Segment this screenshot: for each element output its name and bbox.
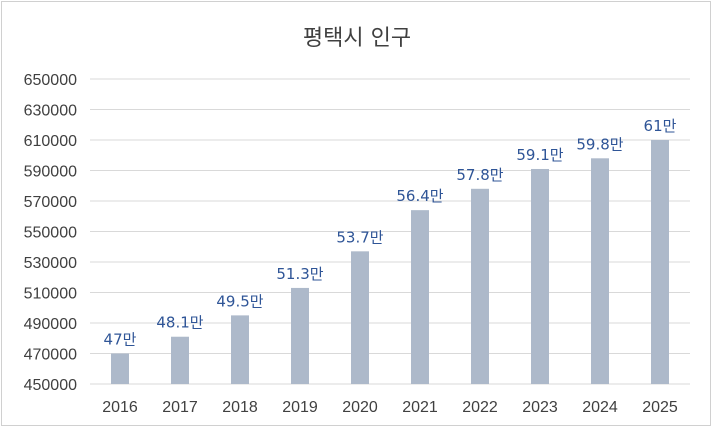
- y-tick-label: 450000: [24, 377, 77, 394]
- data-label: 56.4만: [396, 187, 443, 205]
- data-label: 53.7만: [336, 228, 383, 246]
- bar-2017: [171, 336, 189, 384]
- data-label: 61만: [644, 117, 677, 135]
- bar-2021: [411, 210, 429, 384]
- x-tick-label: 2018: [222, 399, 258, 416]
- bar-2025: [651, 140, 669, 384]
- bar-2018: [231, 315, 249, 384]
- bar-2023: [531, 168, 549, 384]
- y-axis-ticks: 450000 470000 490000 510000 530000 550000 5700…: [24, 72, 77, 394]
- x-tick-label: 2025: [642, 399, 678, 416]
- x-tick-label: 2021: [402, 399, 438, 416]
- data-label: 59.8만: [576, 135, 623, 153]
- x-axis-ticks: 2016 2017 2018 2019 2020 2021 2022 2023 2024 2025: [102, 399, 678, 416]
- data-label: 47만: [104, 331, 137, 349]
- x-tick-label: 2016: [102, 399, 138, 416]
- y-tick-label: 630000: [24, 103, 77, 120]
- data-label: 59.1만: [516, 146, 563, 164]
- bar-2022: [471, 188, 489, 384]
- y-tick-label: 610000: [24, 133, 77, 150]
- y-tick-label: 470000: [24, 347, 77, 364]
- data-label: 48.1만: [156, 314, 203, 332]
- data-label: 51.3만: [276, 265, 323, 283]
- x-tick-label: 2023: [522, 399, 558, 416]
- bars: [111, 140, 669, 384]
- y-tick-label: 490000: [24, 316, 77, 333]
- data-labels: 47만 48.1만 49.5만 51.3만 53.7만 56.4만 57.8만 59.1만 59…: [104, 117, 677, 349]
- bar-2019: [291, 287, 309, 384]
- bar-2024: [591, 158, 609, 384]
- data-label: 49.5만: [216, 292, 263, 310]
- data-label: 57.8만: [456, 166, 503, 184]
- bar-2020: [351, 251, 369, 384]
- y-tick-label: 590000: [24, 164, 77, 181]
- x-tick-label: 2022: [462, 399, 498, 416]
- gridlines: [90, 78, 690, 385]
- bar-2016: [111, 353, 129, 384]
- y-tick-label: 550000: [24, 225, 77, 242]
- chart-title: 평택시 인구: [303, 26, 411, 51]
- y-tick-label: 650000: [24, 72, 77, 89]
- x-tick-label: 2017: [162, 399, 198, 416]
- y-tick-label: 530000: [24, 255, 77, 272]
- x-tick-label: 2020: [342, 399, 378, 416]
- y-tick-label: 510000: [24, 286, 77, 303]
- x-tick-label: 2024: [582, 399, 618, 416]
- x-tick-label: 2019: [282, 399, 318, 416]
- y-tick-label: 570000: [24, 194, 77, 211]
